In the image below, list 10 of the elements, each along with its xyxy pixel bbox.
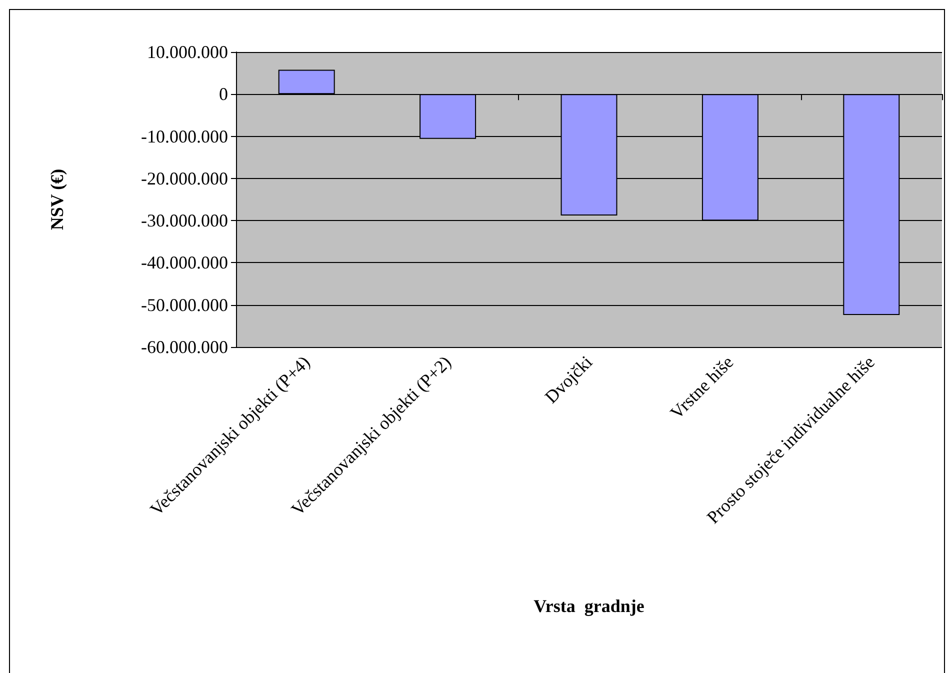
y-tick-label: -30.000.000	[141, 210, 228, 231]
y-tick-label: -50.000.000	[141, 294, 228, 315]
y-tick-label: -60.000.000	[141, 337, 228, 357]
y-axis-title: NSV (€)	[47, 168, 67, 230]
y-tick-label: -20.000.000	[141, 168, 228, 188]
y-tick-label: -40.000.000	[141, 252, 228, 273]
y-tick-label: 10.000.000	[147, 42, 228, 62]
y-tick-label: 0	[219, 84, 228, 104]
y-tick-label: -10.000.000	[141, 126, 228, 146]
x-axis-title: Vrsta gradnje	[534, 596, 644, 616]
